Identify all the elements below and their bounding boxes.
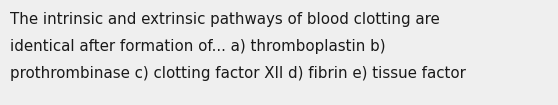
Text: prothrombinase c) clotting factor XII d) fibrin e) tissue factor: prothrombinase c) clotting factor XII d)… — [10, 66, 466, 81]
Text: identical after formation of... a) thromboplastin b): identical after formation of... a) throm… — [10, 39, 386, 54]
Text: The intrinsic and extrinsic pathways of blood clotting are: The intrinsic and extrinsic pathways of … — [10, 12, 440, 27]
